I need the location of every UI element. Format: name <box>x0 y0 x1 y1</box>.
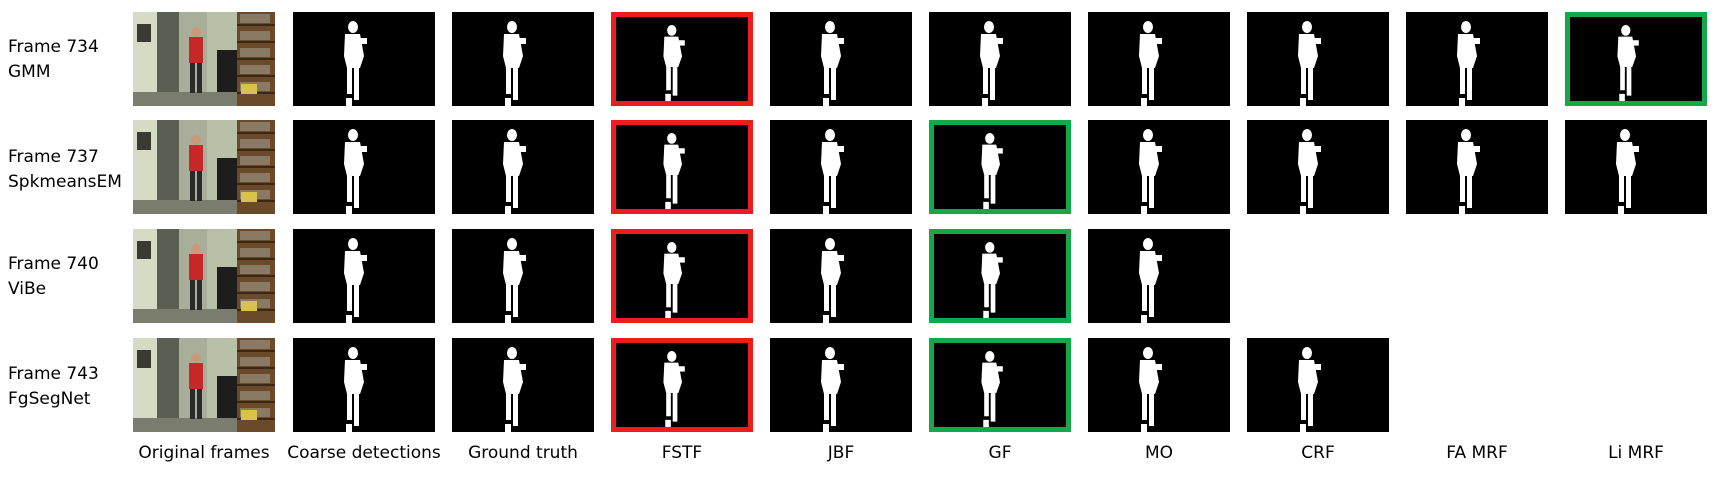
mask-image-green-highlight <box>929 120 1071 214</box>
mask-image <box>1088 120 1230 214</box>
row-method-label: FgSegNet <box>8 389 91 409</box>
row-method-label: ViBe <box>8 279 47 299</box>
mask-image <box>452 229 594 323</box>
column-label: Coarse detections <box>287 443 441 463</box>
foreground-silhouette <box>981 133 1003 209</box>
foreground-silhouette <box>821 347 844 432</box>
column-label: Li MRF <box>1608 443 1664 463</box>
mask-image <box>1565 120 1707 214</box>
original-frame-image <box>133 120 275 214</box>
mask-image <box>1406 120 1548 214</box>
column-label: FA MRF <box>1446 443 1508 463</box>
foreground-silhouette <box>981 351 1003 427</box>
mask-image <box>1088 338 1230 432</box>
foreground-silhouette <box>344 238 367 323</box>
foreground-silhouette <box>344 129 367 214</box>
row-method-label: SpkmeansEM <box>8 172 122 192</box>
row-method-label: GMM <box>8 62 51 82</box>
foreground-silhouette <box>503 238 526 323</box>
foreground-silhouette <box>1139 21 1162 106</box>
mask-image <box>1247 338 1389 432</box>
row-label: Frame 737 SpkmeansEM <box>8 145 122 195</box>
office-scene <box>133 338 275 432</box>
row-frame-label: Frame 734 <box>8 37 99 57</box>
mask-image-green-highlight <box>929 338 1071 432</box>
mask-image <box>293 229 435 323</box>
mask-image-red-highlight <box>611 12 753 106</box>
mask-image <box>293 12 435 106</box>
mask-image <box>293 120 435 214</box>
column-label: CRF <box>1301 443 1335 463</box>
foreground-silhouette <box>1139 238 1162 323</box>
foreground-silhouette <box>1616 129 1639 214</box>
row-label: Frame 734 GMM <box>8 35 99 85</box>
mask-image <box>1088 12 1230 106</box>
foreground-silhouette <box>980 21 1003 106</box>
mask-image <box>770 120 912 214</box>
mask-image <box>1247 12 1389 106</box>
office-scene <box>133 12 275 106</box>
foreground-silhouette <box>821 21 844 106</box>
mask-image <box>770 229 912 323</box>
foreground-silhouette <box>503 347 526 432</box>
column-label: GF <box>988 443 1012 463</box>
foreground-silhouette <box>663 133 685 209</box>
foreground-silhouette <box>344 347 367 432</box>
mask-image <box>770 338 912 432</box>
foreground-silhouette <box>1139 129 1162 214</box>
foreground-silhouette <box>663 25 685 101</box>
column-label: Original frames <box>138 443 270 463</box>
column-label: MO <box>1144 443 1174 463</box>
foreground-silhouette <box>1617 25 1639 101</box>
row-frame-label: Frame 743 <box>8 364 99 384</box>
mask-image <box>770 12 912 106</box>
column-label: JBF <box>827 443 855 463</box>
foreground-silhouette <box>821 238 844 323</box>
foreground-silhouette <box>1457 129 1480 214</box>
foreground-silhouette <box>1139 347 1162 432</box>
foreground-silhouette <box>1298 347 1321 432</box>
mask-image <box>452 338 594 432</box>
mask-image <box>293 338 435 432</box>
mask-image-green-highlight <box>929 229 1071 323</box>
foreground-silhouette <box>981 242 1003 318</box>
mask-image-red-highlight <box>611 120 753 214</box>
mask-image <box>452 12 594 106</box>
mask-image-green-highlight <box>1565 12 1707 106</box>
original-frame-image <box>133 229 275 323</box>
foreground-silhouette <box>1298 21 1321 106</box>
original-frame-image <box>133 338 275 432</box>
foreground-silhouette <box>344 21 367 106</box>
column-label: Ground truth <box>468 443 578 463</box>
foreground-silhouette <box>503 21 526 106</box>
foreground-silhouette <box>821 129 844 214</box>
row-frame-label: Frame 737 <box>8 147 99 167</box>
foreground-silhouette <box>1457 21 1480 106</box>
row-label: Frame 743 FgSegNet <box>8 362 99 412</box>
foreground-silhouette <box>1298 129 1321 214</box>
foreground-silhouette <box>503 129 526 214</box>
mask-image <box>929 12 1071 106</box>
mask-image-red-highlight <box>611 338 753 432</box>
office-scene <box>133 229 275 323</box>
mask-image <box>452 120 594 214</box>
row-frame-label: Frame 740 <box>8 254 99 274</box>
column-label: FSTF <box>661 443 703 463</box>
office-scene <box>133 120 275 214</box>
row-label: Frame 740 ViBe <box>8 252 99 302</box>
original-frame-image <box>133 12 275 106</box>
foreground-silhouette <box>663 242 685 318</box>
foreground-silhouette <box>663 351 685 427</box>
mask-image-red-highlight <box>611 229 753 323</box>
mask-image <box>1247 120 1389 214</box>
mask-image <box>1406 12 1548 106</box>
mask-image <box>1088 229 1230 323</box>
